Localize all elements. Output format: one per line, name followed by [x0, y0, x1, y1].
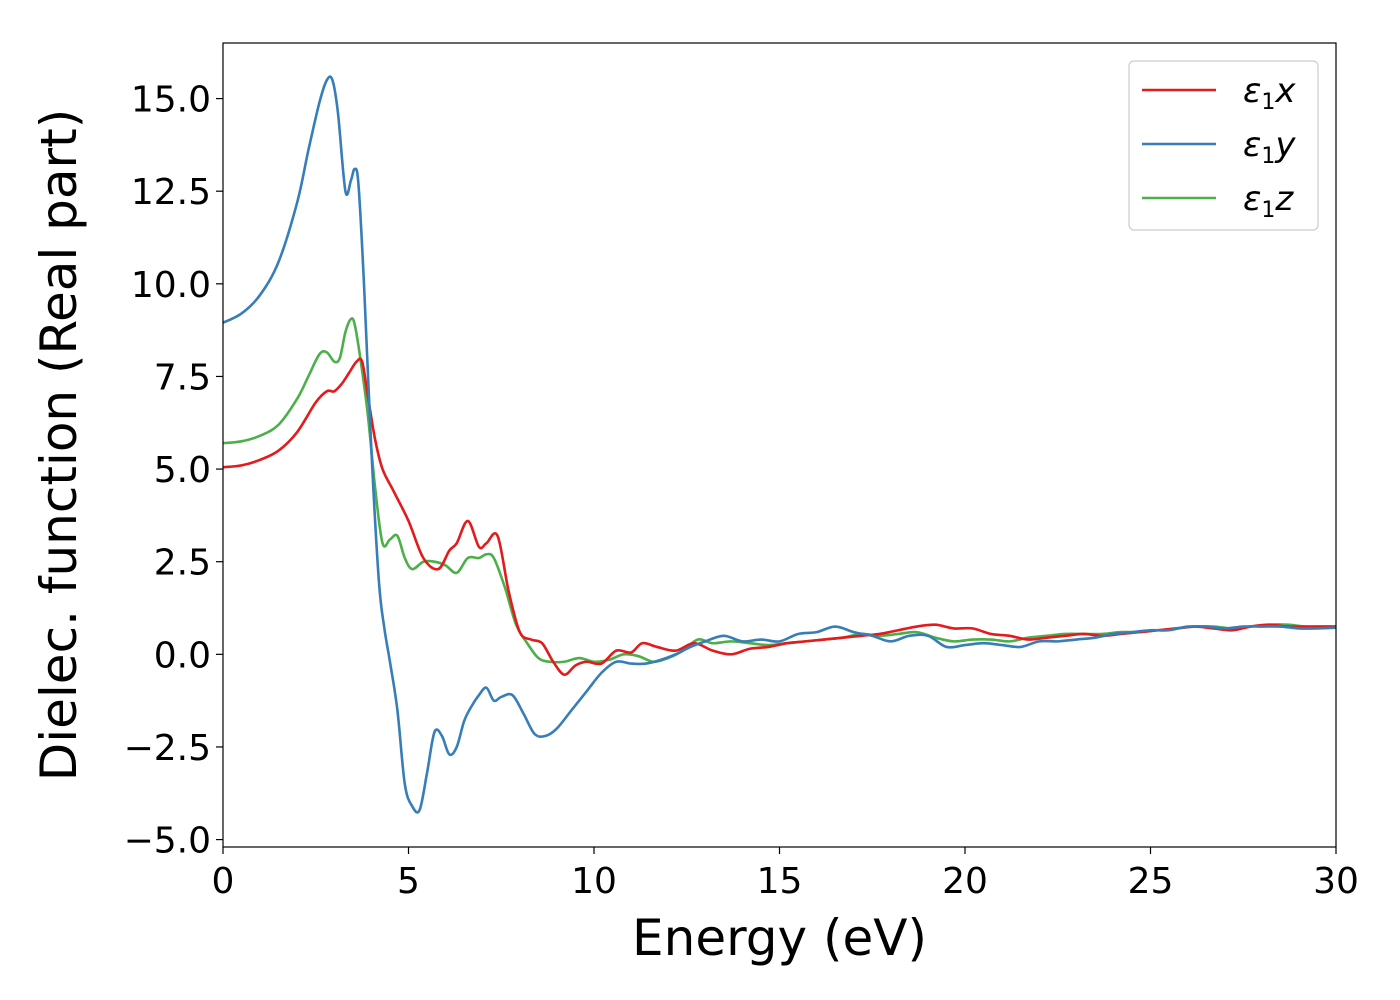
legend-box	[1128, 60, 1319, 231]
x-tick-label: 30	[1313, 861, 1359, 902]
y-axis: −5.0 −2.5 0.0 2.5 5.0 7.5 10.0 12.5 15.0	[124, 80, 223, 862]
x-tick-label: 10	[571, 861, 617, 902]
y-tick-label: 7.5	[154, 357, 211, 398]
y-tick-label: 0.0	[154, 635, 211, 676]
y-tick-label: −5.0	[124, 821, 211, 862]
y-tick-label: 10.0	[131, 265, 211, 306]
x-tick-label: 15	[757, 861, 803, 902]
y-tick-label: 15.0	[131, 80, 211, 121]
y-tick-label: 5.0	[154, 450, 211, 491]
x-tick-label: 0	[212, 861, 235, 902]
legend-label-y: ε1y	[1243, 125, 1296, 169]
x-tick-label: 25	[1128, 861, 1174, 902]
legend-label-x: ε1x	[1243, 71, 1296, 115]
x-axis-title: Energy (eV)	[632, 909, 927, 967]
legend: ε1x ε1y ε1z	[1128, 60, 1319, 231]
x-tick-label: 20	[942, 861, 988, 902]
y-tick-label: 12.5	[131, 172, 211, 213]
legend-label-z: ε1z	[1243, 179, 1294, 223]
y-axis-title: Dielec. function (Real part)	[30, 109, 88, 781]
x-tick-label: 5	[397, 861, 420, 902]
y-tick-label: −2.5	[124, 728, 211, 769]
plot-lines	[222, 75, 1337, 814]
y-tick-label: 2.5	[154, 543, 211, 584]
x-axis: 0 5 10 15 20 25 30	[212, 847, 1359, 902]
series-line-y	[222, 75, 1337, 814]
